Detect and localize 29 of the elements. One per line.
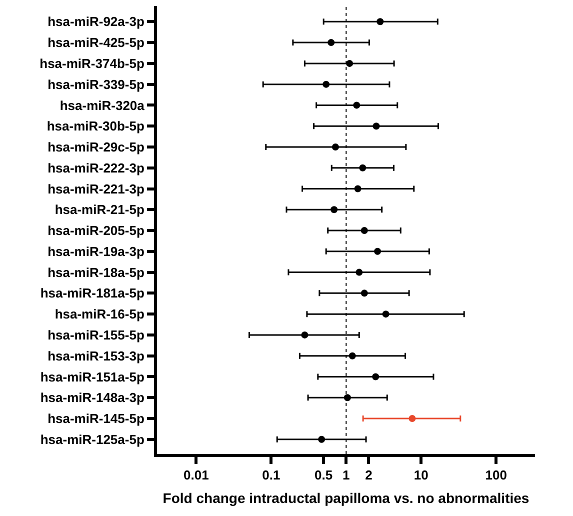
y-tick-label: hsa-miR-29c-5p xyxy=(48,140,144,155)
y-tick-label: hsa-miR-30b-5p xyxy=(46,118,144,134)
y-tick-label: hsa-miR-145-5p xyxy=(48,411,144,426)
y-tick-label: hsa-miR-153-3p xyxy=(48,348,144,364)
y-tick-label: hsa-miR-19a-3p xyxy=(48,244,144,259)
x-tick-label: 0.5 xyxy=(314,468,333,483)
y-tick-label: hsa-miR-92a-3p xyxy=(48,14,144,30)
x-tick-label: 100 xyxy=(485,468,507,483)
x-axis-title: Fold change intraductal papilloma vs. no abnormalities xyxy=(162,490,530,506)
y-tick-label: hsa-miR-374b-5p xyxy=(40,56,144,71)
y-tick-label: hsa-miR-148a-3p xyxy=(40,390,144,406)
y-tick-label: hsa-miR-320a xyxy=(60,98,146,113)
y-tick-label: hsa-miR-125a-5p xyxy=(40,432,144,447)
x-tick-label: 10 xyxy=(414,468,428,483)
y-tick-label: hsa-miR-21-5p xyxy=(54,202,144,218)
x-tick-label: 0.1 xyxy=(262,468,280,483)
y-tick-label: hsa-miR-425-5p xyxy=(48,35,144,50)
x-tick-label: 2 xyxy=(365,468,372,483)
y-tick-label: hsa-miR-18a-5p xyxy=(48,264,144,280)
y-tick-label: hsa-miR-221-3p xyxy=(48,181,144,196)
y-tick-label: hsa-miR-16-5p xyxy=(54,306,144,322)
y-tick-label: hsa-miR-155-5p xyxy=(48,328,144,342)
y-tick-label: hsa-miR-205-5p xyxy=(48,223,144,238)
y-tick-label: hsa-miR-181a-5p xyxy=(40,286,144,301)
y-tick-label: hsa-miR-339-5p xyxy=(48,76,144,92)
x-tick-label: 0.01 xyxy=(184,468,209,483)
y-tick-label: hsa-miR-151a-5p xyxy=(40,369,144,384)
x-tick-label: 1 xyxy=(342,468,350,483)
y-tick-label: hsa-miR-222-3p xyxy=(48,160,144,176)
